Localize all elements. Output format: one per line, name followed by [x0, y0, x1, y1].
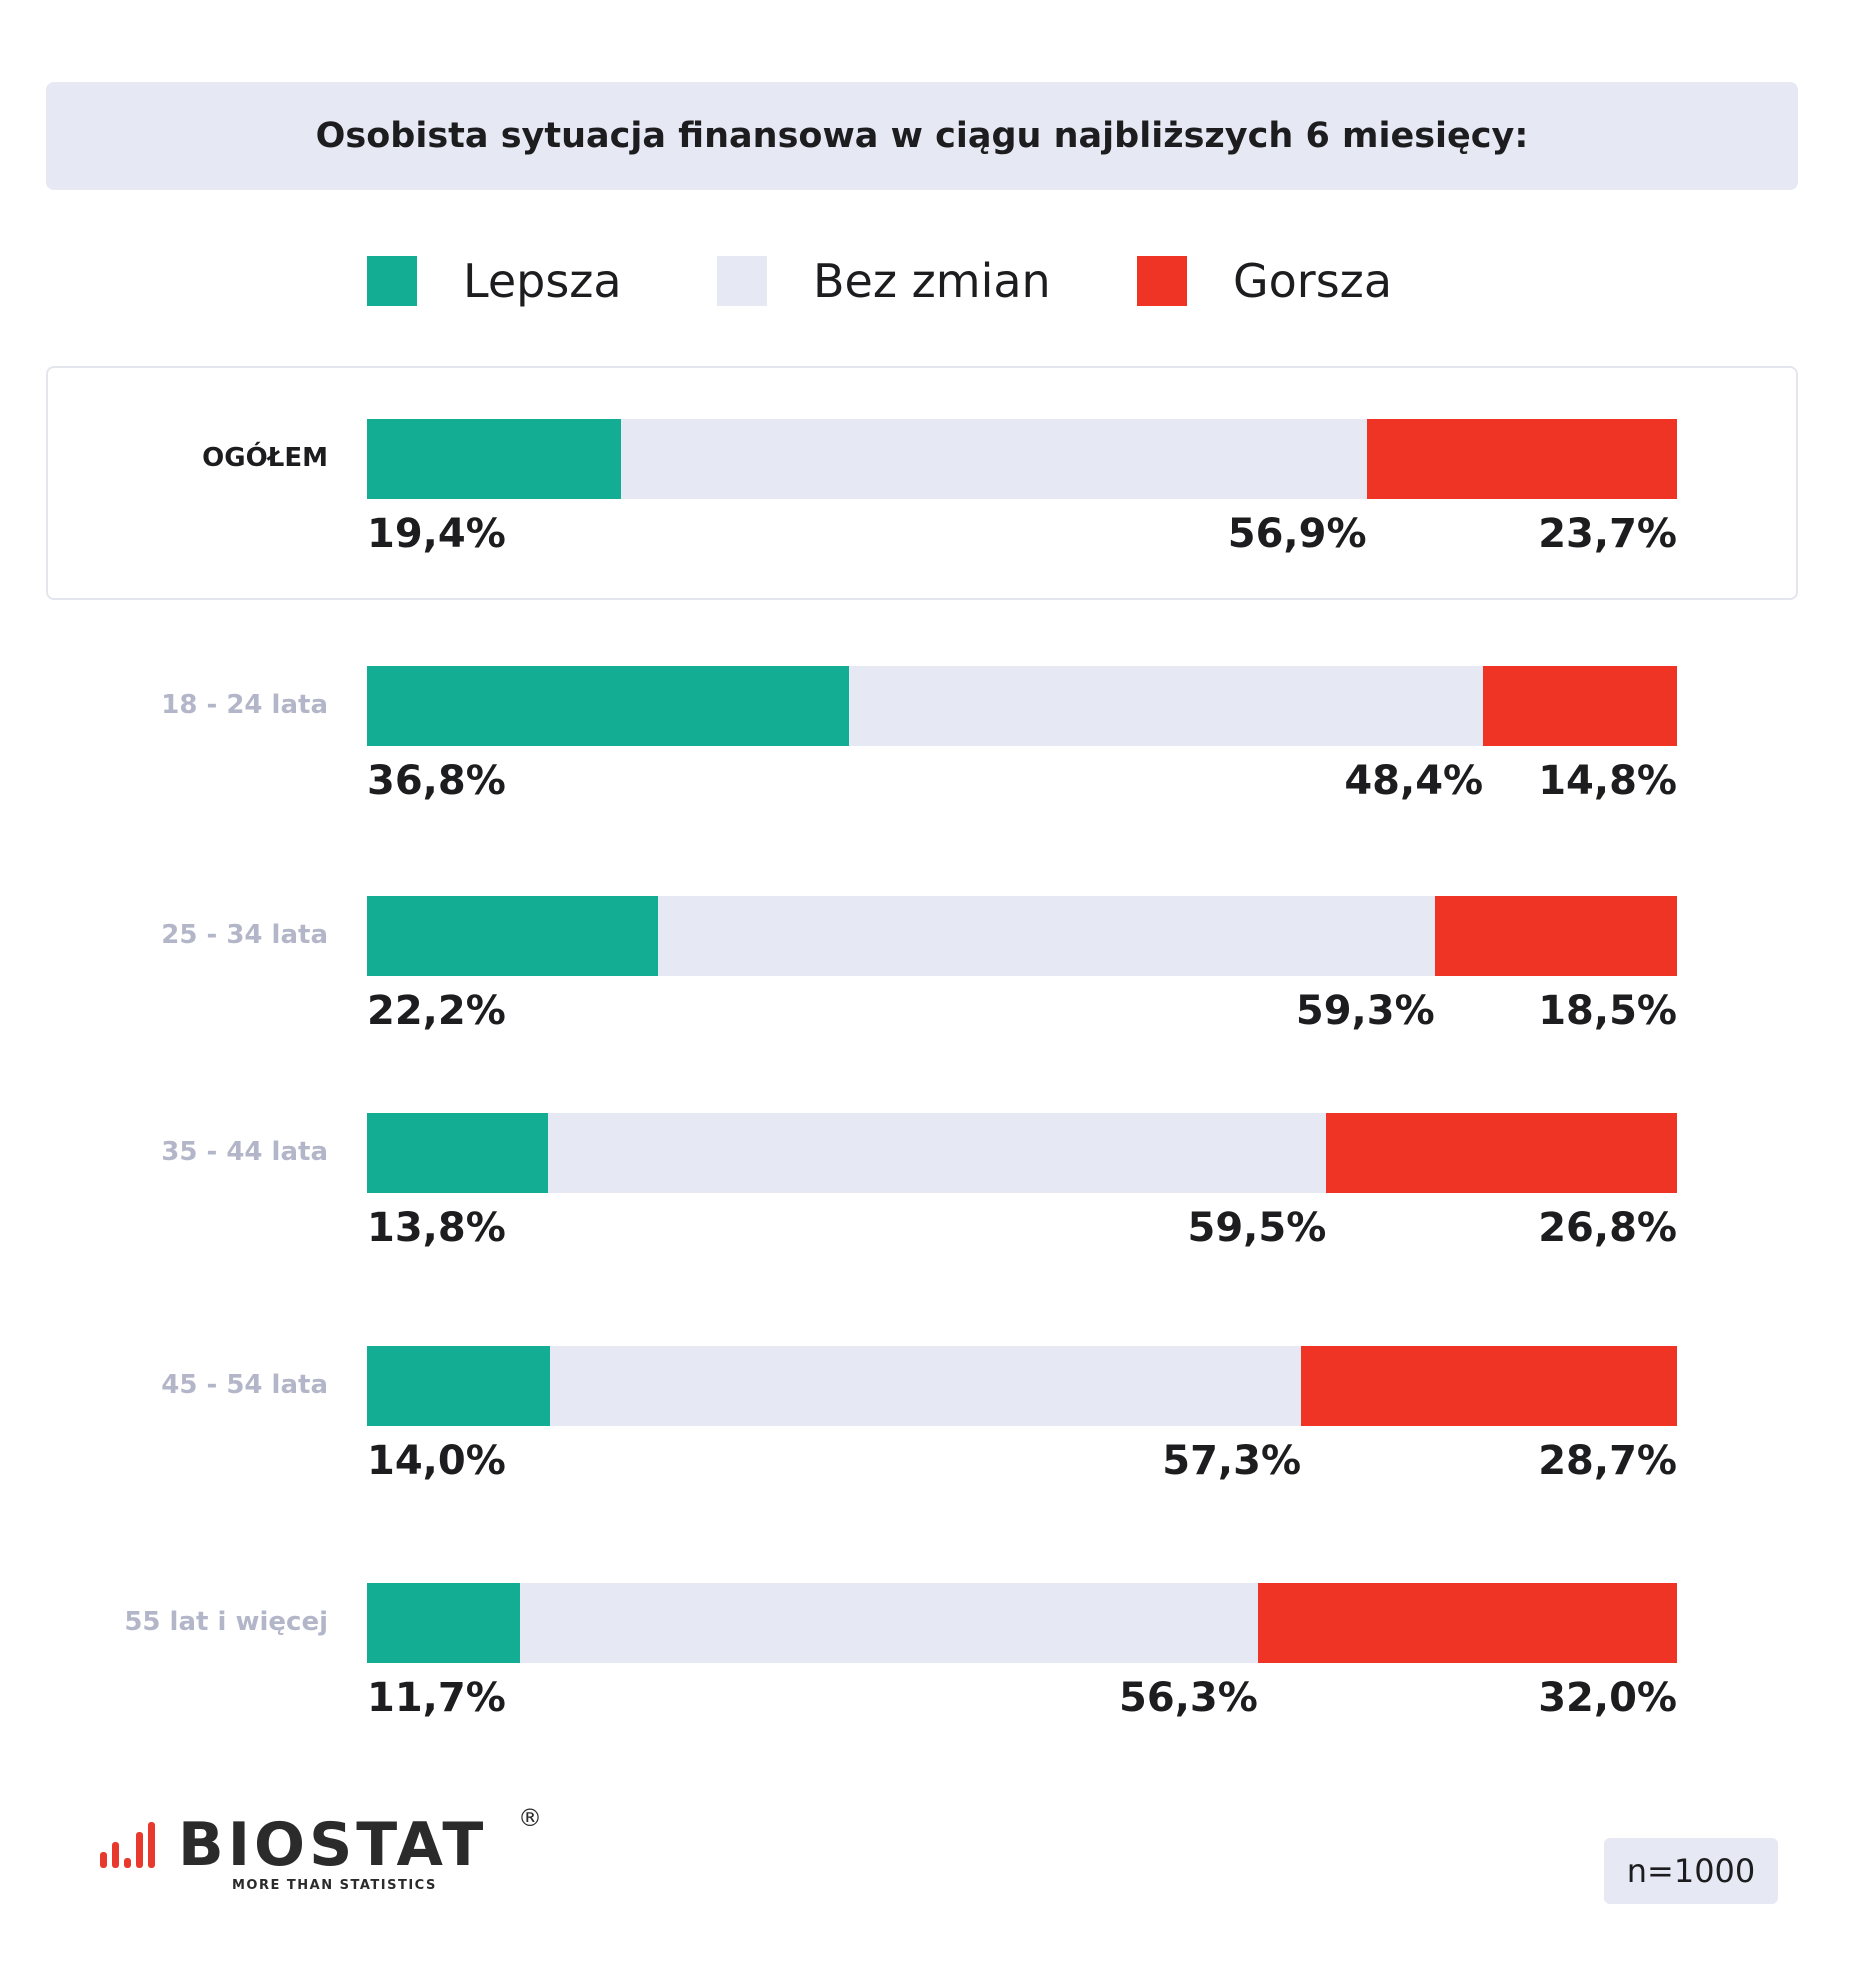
legend-item-lepsza: Lepsza	[367, 254, 622, 308]
bar-segment-bez-zmian	[621, 419, 1367, 499]
bar-segment-lepsza	[367, 419, 622, 499]
category-label: 18 - 24 lata	[161, 690, 328, 720]
logo-registered-mark: ®	[518, 1804, 542, 1832]
value-label-bez-zmian: 56,3%	[1119, 1675, 1258, 1721]
category-label: 25 - 34 lata	[161, 920, 328, 950]
sample-size-badge: n=1000	[1604, 1838, 1778, 1904]
value-label-lepsza: 36,8%	[367, 758, 506, 804]
bar-segment-gorsza	[1366, 419, 1677, 499]
value-label-lepsza: 13,8%	[367, 1205, 506, 1251]
logo-bars-icon	[100, 1822, 155, 1868]
legend-swatch-gorsza	[1137, 256, 1187, 306]
bar-segment-gorsza	[1326, 1113, 1677, 1193]
category-label: OGÓŁEM	[202, 443, 328, 473]
value-label-bez-zmian: 59,5%	[1187, 1205, 1327, 1251]
category-label: 45 - 54 lata	[161, 1370, 328, 1400]
value-label-bez-zmian: 56,9%	[1227, 511, 1367, 557]
chart-title-box: Osobista sytuacja finansowa w ciągu najb…	[46, 82, 1798, 190]
legend-item-bez-zmian: Bez zmian	[717, 254, 1051, 308]
bar-segment-bez-zmian	[520, 1583, 1258, 1663]
bar-segment-gorsza	[1483, 666, 1677, 746]
bar-segment-bez-zmian	[547, 1113, 1327, 1193]
bar-segment-lepsza	[367, 896, 658, 976]
value-label-bez-zmian: 57,3%	[1162, 1438, 1302, 1484]
value-label-gorsza: 26,8%	[1538, 1205, 1677, 1251]
value-label-gorsza: 23,7%	[1538, 511, 1677, 557]
value-label-lepsza: 22,2%	[367, 988, 506, 1034]
value-label-lepsza: 14,0%	[367, 1438, 506, 1484]
value-label-bez-zmian: 59,3%	[1295, 988, 1435, 1034]
value-label-lepsza: 19,4%	[367, 511, 506, 557]
legend-swatch-bez-zmian	[717, 256, 767, 306]
legend-label-gorsza: Gorsza	[1233, 254, 1393, 308]
stacked-bar-chart: OGÓŁEM 19,4% 56,9% 23,7% 18 - 24 lata 36,8% 48…	[124, 419, 1677, 1721]
bar-segment-gorsza	[1434, 896, 1677, 976]
legend-item-gorsza: Gorsza	[1137, 254, 1393, 308]
value-label-gorsza: 14,8%	[1538, 758, 1677, 804]
bar-segment-bez-zmian	[550, 1346, 1302, 1426]
logo-tagline: MORE THAN STATISTICS	[232, 1878, 437, 1893]
logo-wordmark: BIOSTAT	[178, 1810, 488, 1880]
bar-segment-lepsza	[367, 1113, 548, 1193]
value-label-gorsza: 18,5%	[1538, 988, 1677, 1034]
bar-segment-bez-zmian	[657, 896, 1435, 976]
legend-swatch-lepsza	[367, 256, 417, 306]
bar-segment-lepsza	[367, 1583, 521, 1663]
legend-label-lepsza: Lepsza	[463, 254, 622, 308]
bar-segment-bez-zmian	[849, 666, 1484, 746]
biostat-logo: BIOSTAT ® MORE THAN STATISTICS	[100, 1804, 560, 1898]
chart-title: Osobista sytuacja finansowa w ciągu najb…	[315, 116, 1529, 156]
bar-segment-lepsza	[367, 666, 850, 746]
bar-segment-gorsza	[1257, 1583, 1677, 1663]
value-label-gorsza: 32,0%	[1538, 1675, 1677, 1721]
value-label-gorsza: 28,7%	[1538, 1438, 1677, 1484]
legend-label-bez-zmian: Bez zmian	[813, 254, 1051, 308]
value-label-lepsza: 11,7%	[367, 1675, 506, 1721]
bar-segment-gorsza	[1301, 1346, 1677, 1426]
category-label: 35 - 44 lata	[161, 1137, 328, 1167]
value-label-bez-zmian: 48,4%	[1344, 758, 1484, 804]
bar-segment-lepsza	[367, 1346, 551, 1426]
category-label: 55 lat i więcej	[124, 1607, 328, 1637]
